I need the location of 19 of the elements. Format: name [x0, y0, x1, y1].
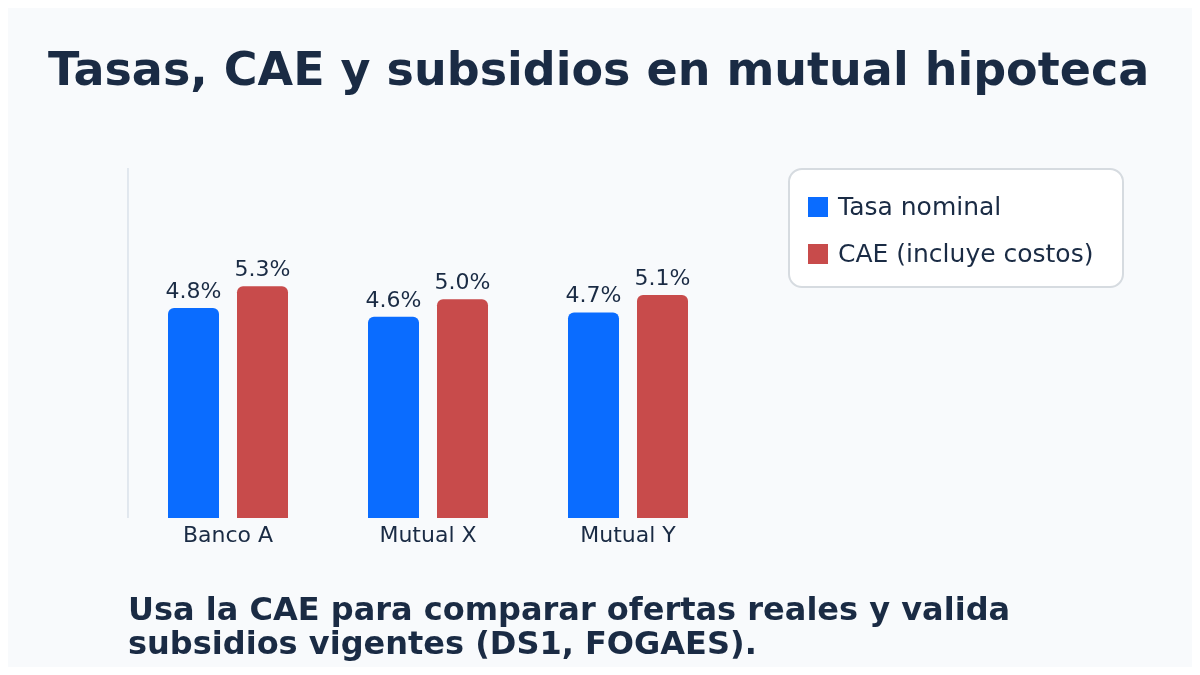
- x-tick-label: Mutual X: [379, 521, 477, 547]
- data-label: 5.0%: [434, 269, 491, 295]
- x-tick-label: Mutual Y: [580, 521, 677, 547]
- text: Usa la CAE para comparar ofertas reales y valida subsidios vigentes (DS1, FOGAES).: [128, 590, 1012, 662]
- legend-label: CAE (incluye costos): [838, 239, 1094, 268]
- bar: [437, 299, 488, 518]
- data-label: 4.6%: [365, 286, 422, 312]
- bar: [637, 294, 688, 518]
- legend-label: Tasa nominal: [838, 192, 1002, 221]
- x-tick-label: Banco A: [182, 521, 274, 547]
- data-label: 5.3%: [234, 256, 291, 282]
- data-label: 5.1%: [634, 264, 691, 290]
- bar: [568, 312, 619, 518]
- bar: [368, 316, 419, 518]
- chart-title: Tasas, CAE y subsidios en mutual hipoteca: [48, 42, 1150, 96]
- bar: [168, 308, 219, 518]
- bar: [237, 286, 288, 518]
- data-label: 4.8%: [165, 278, 222, 303]
- data-label: 4.7%: [565, 282, 622, 308]
